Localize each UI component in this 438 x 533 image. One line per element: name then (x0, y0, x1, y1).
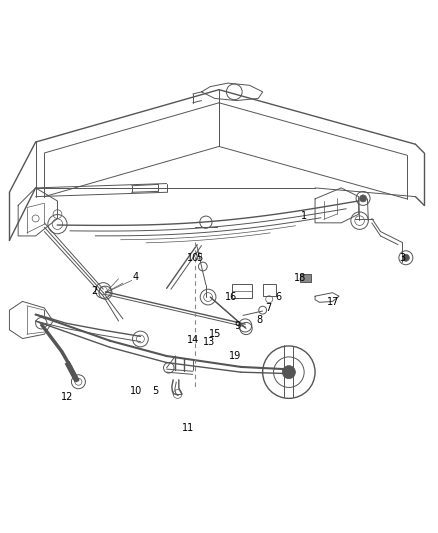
Text: 19: 19 (229, 351, 241, 360)
Text: 5: 5 (196, 253, 202, 263)
Text: 4: 4 (133, 272, 139, 282)
Text: 16: 16 (225, 292, 237, 302)
Text: 10: 10 (130, 386, 142, 396)
Text: 6: 6 (276, 292, 282, 302)
Text: 3: 3 (399, 253, 406, 263)
Text: 10: 10 (187, 253, 199, 263)
Text: 1: 1 (301, 211, 307, 221)
Circle shape (403, 254, 410, 261)
Circle shape (360, 195, 367, 202)
FancyBboxPatch shape (300, 274, 311, 282)
Text: 13: 13 (203, 337, 215, 348)
Text: 15: 15 (209, 329, 222, 339)
Text: 2: 2 (92, 286, 98, 295)
Text: 7: 7 (266, 303, 272, 312)
Text: 18: 18 (294, 273, 306, 283)
Text: 11: 11 (182, 423, 194, 433)
Text: 9: 9 (235, 321, 241, 332)
Text: 12: 12 (61, 392, 73, 402)
Text: 14: 14 (187, 335, 199, 345)
Text: 8: 8 (256, 315, 262, 325)
Text: 5: 5 (152, 386, 159, 396)
Circle shape (283, 366, 295, 379)
Text: 17: 17 (327, 297, 339, 308)
